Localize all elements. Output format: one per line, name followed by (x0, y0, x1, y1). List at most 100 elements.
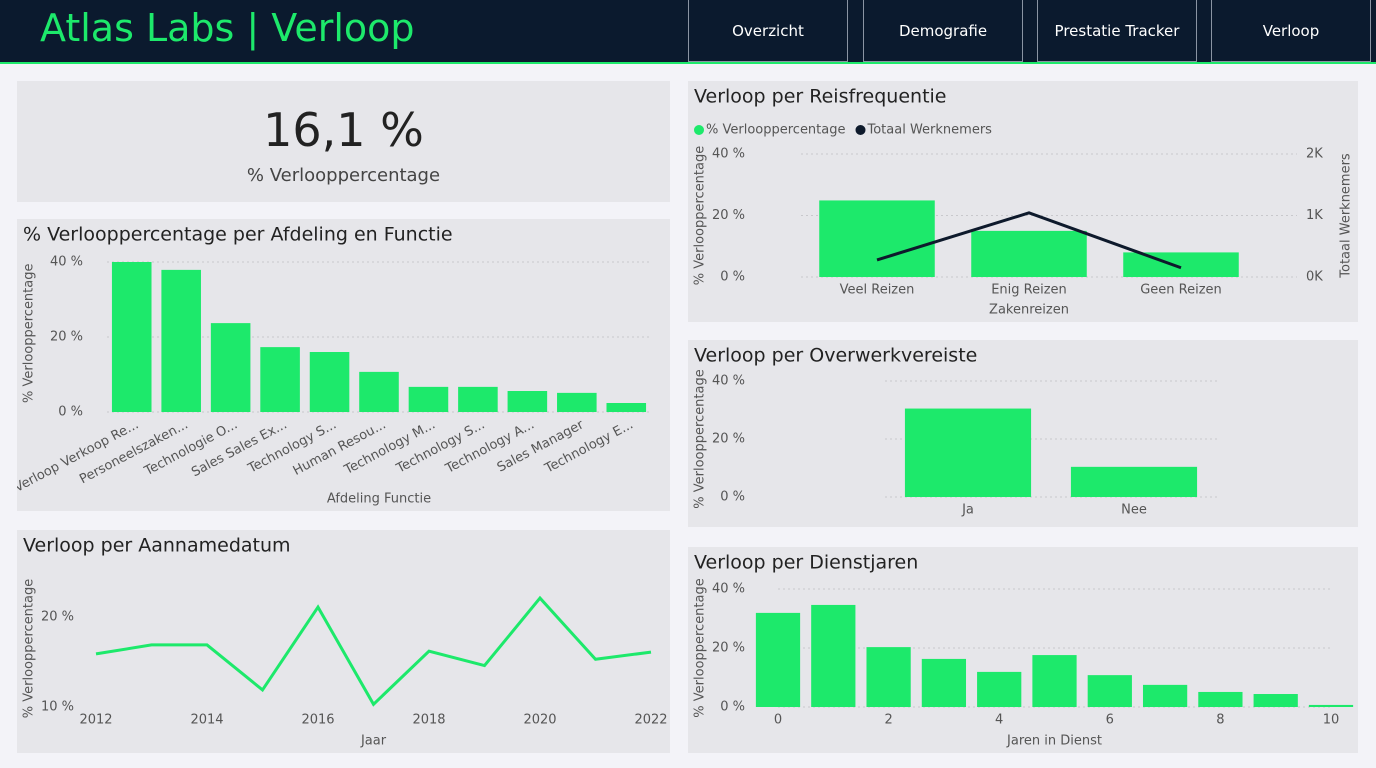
y-axis-title: % Verlooppercentage (693, 146, 708, 286)
dashboard-title: Atlas Labs | Verloop (40, 6, 415, 50)
x-tick-label: 2012 (79, 713, 112, 728)
chart-card: Verloop per Overwerkvereiste % Verloopper… (688, 340, 1358, 527)
chart-card: Verloop per Aannamedatum % Verlooppercent… (17, 530, 670, 753)
bar (557, 392, 597, 412)
x-tick-label: 2016 (301, 713, 334, 728)
y-tick-label: 0 % (720, 270, 745, 285)
x-tick-label: 2020 (523, 713, 556, 728)
chart-card: Verloop per Dienstjaren % Verlooppercenta… (688, 547, 1358, 753)
x-tick-label: Ja (961, 503, 974, 518)
chart-title: Verloop per Reisfrequentie (694, 86, 947, 108)
bar (606, 403, 647, 412)
y-tick-label: 0 % (720, 490, 745, 505)
chart: Verloop per Reisfrequentie % Verloopperce… (693, 86, 1354, 318)
x-tick-label: 2 (884, 713, 892, 728)
x-tick-label: 8 (1216, 713, 1224, 728)
chart-title: % Verlooppercentage per Afdeling en Func… (23, 224, 453, 246)
line (95, 595, 652, 707)
x-tick-label: Veel Reizen (840, 283, 915, 298)
x-tick-label: 2018 (412, 713, 445, 728)
y-tick-label: 40 % (712, 147, 745, 162)
bar (1070, 466, 1198, 497)
x-tick-label: 6 (1106, 713, 1114, 728)
x-tick-label: Nee (1121, 503, 1147, 518)
bar (359, 371, 399, 412)
x-tick-label: Technology E... (542, 417, 636, 477)
chart: Verloop per Overwerkvereiste % Verloopper… (693, 345, 1217, 518)
chart: Verloop per Dienstjaren % Verlooppercenta… (693, 552, 1354, 749)
bar (408, 386, 449, 412)
bar (260, 347, 300, 412)
chart-title: Verloop per Aannamedatum (23, 535, 291, 557)
legend-label: % Verlooppercentage (706, 123, 846, 138)
x-tick-label: 2022 (634, 713, 667, 728)
x-tick-label: 0 (774, 713, 782, 728)
y-axis-title: % Verlooppercentage (693, 578, 708, 718)
x-tick-label: 4 (995, 713, 1003, 728)
bar (904, 408, 1032, 497)
bar (309, 352, 350, 412)
header: Atlas Labs | Verloop Overzicht Demografi… (0, 0, 1376, 64)
y-tick-label: 0 % (720, 700, 745, 715)
x-axis-title: Jaar (360, 734, 387, 749)
y-tick-label: 40 % (50, 255, 83, 270)
x-axis-title: Jaren in Dienst (1006, 734, 1102, 749)
bar (1032, 655, 1077, 707)
bar (866, 647, 911, 707)
nav-button[interactable]: Verloop (1211, 0, 1371, 62)
bar (977, 671, 1022, 707)
chart-title: Verloop per Overwerkvereiste (694, 345, 977, 367)
bar (161, 269, 201, 412)
y-axis-title: % Verlooppercentage (22, 264, 37, 404)
bar (1308, 704, 1354, 707)
bar (111, 262, 152, 412)
kpi-value: 16,1 % (263, 103, 424, 157)
y2-axis-title: Totaal Werknemers (1339, 153, 1354, 279)
bar (1123, 252, 1239, 277)
bar (210, 323, 251, 412)
bar (971, 230, 1087, 277)
x-axis-title: Zakenreizen (989, 303, 1069, 318)
y-axis-title: % Verlooppercentage (693, 369, 708, 509)
bar (755, 612, 801, 707)
kpi-card: 16,1 % % Verlooppercentage (17, 81, 670, 202)
chart: Verloop per Aannamedatum % Verlooppercent… (22, 535, 668, 749)
bar (1198, 691, 1243, 707)
bar (819, 200, 935, 277)
y-tick-label: 40 % (712, 374, 745, 389)
y2-tick-label: 2K (1306, 147, 1323, 162)
x-axis-title: Afdeling Functie (327, 492, 431, 507)
legend-label: Totaal Werknemers (867, 123, 993, 138)
chart: % Verlooppercentage per Afdeling en Func… (12, 224, 651, 507)
y-tick-label: 20 % (712, 641, 745, 656)
bar (921, 658, 967, 707)
nav-button[interactable]: Prestatie Tracker (1037, 0, 1197, 62)
y-tick-label: 10 % (41, 700, 74, 715)
line (876, 211, 1182, 270)
y-tick-label: 40 % (712, 582, 745, 597)
x-tick-label: 2014 (190, 713, 223, 728)
bar (1253, 694, 1298, 707)
chart-card: Verloop per Reisfrequentie % Verloopperce… (688, 81, 1358, 322)
y-axis-title: % Verlooppercentage (22, 579, 37, 719)
chart-title: Verloop per Dienstjaren (694, 552, 918, 574)
chart-card: % Verlooppercentage per Afdeling en Func… (12, 219, 670, 511)
legend-marker (855, 125, 866, 135)
y-tick-label: 0 % (58, 405, 83, 420)
y2-tick-label: 0K (1306, 270, 1323, 285)
nav-button[interactable]: Demografie (863, 0, 1023, 62)
x-tick-label: 10 (1323, 713, 1340, 728)
y2-tick-label: 1K (1306, 208, 1323, 223)
y-tick-label: 20 % (41, 610, 74, 625)
bar (1087, 675, 1132, 707)
nav-button[interactable]: Overzicht (688, 0, 848, 62)
bar (507, 391, 548, 412)
bar (811, 604, 856, 707)
y-tick-label: 20 % (50, 330, 83, 345)
x-tick-label: Enig Reizen (991, 283, 1067, 298)
y-tick-label: 20 % (712, 432, 745, 447)
bar (458, 386, 498, 412)
legend-marker (694, 125, 704, 135)
kpi-label: % Verlooppercentage (246, 165, 441, 186)
